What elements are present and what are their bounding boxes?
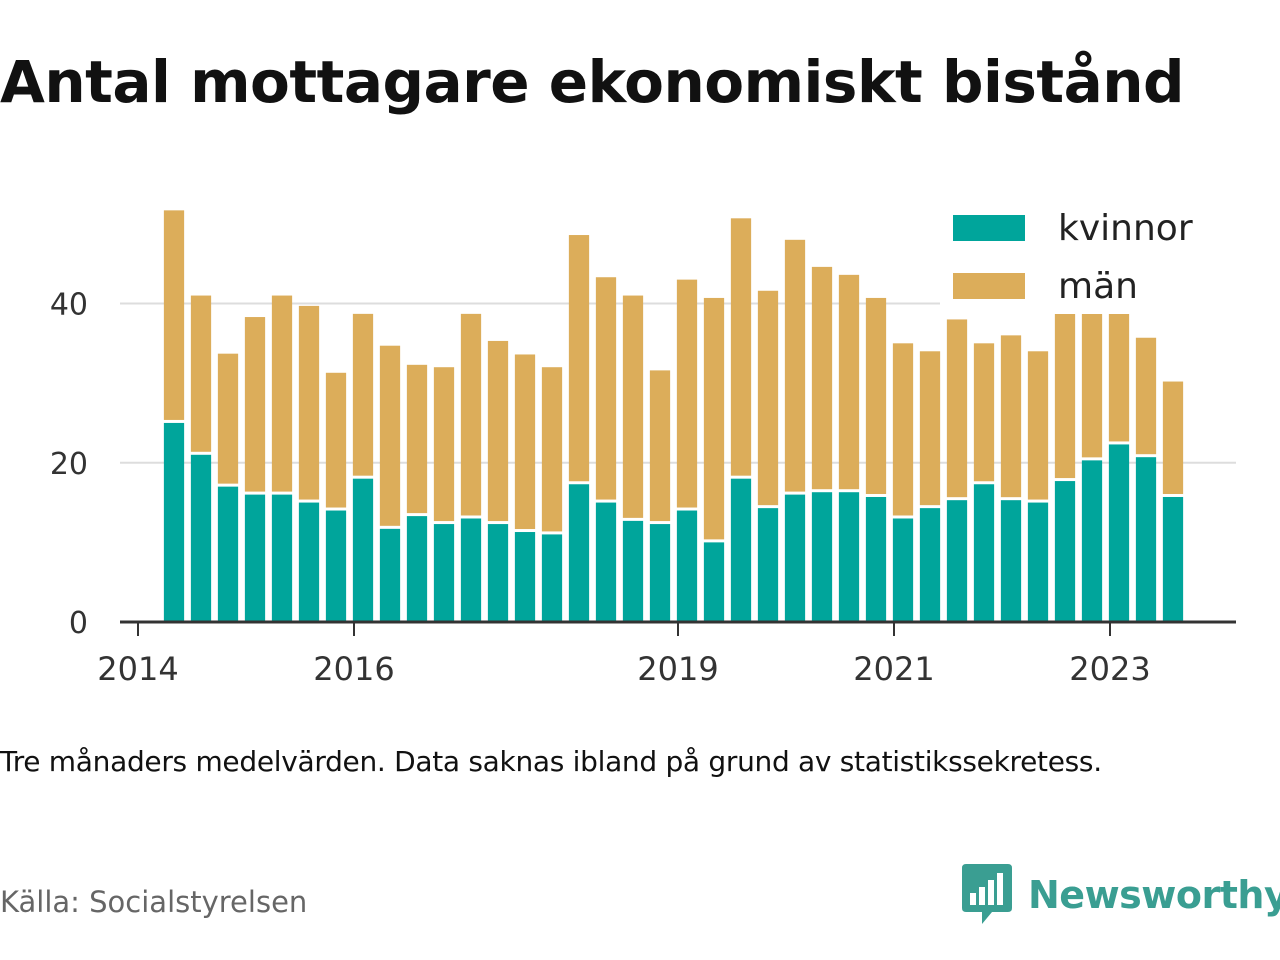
bar-kvinnor xyxy=(487,524,509,622)
bar-kvinnor xyxy=(325,510,347,622)
bar-man xyxy=(190,295,212,452)
y-tick-label: 20 xyxy=(50,447,88,482)
bar-man xyxy=(730,218,752,476)
bar-man xyxy=(1081,306,1103,458)
bar-man xyxy=(568,235,590,482)
bar-kvinnor xyxy=(1162,496,1184,622)
bar-kvinnor xyxy=(433,524,455,622)
bar-kvinnor xyxy=(595,502,617,622)
bar-kvinnor xyxy=(1027,502,1049,622)
stacked-bar-chart: 0 20 40 2014 2016 2019 2021 2023 kvinnor män xyxy=(49,202,1240,688)
bar-man xyxy=(1000,335,1022,498)
bar-man xyxy=(298,305,320,500)
bar-kvinnor xyxy=(514,532,536,622)
bar-man xyxy=(595,277,617,500)
bar-man xyxy=(217,353,239,484)
bar-kvinnor xyxy=(838,492,860,622)
bar-kvinnor xyxy=(244,494,266,622)
bar-man xyxy=(1108,309,1130,442)
bar-kvinnor xyxy=(811,492,833,622)
bar-man xyxy=(163,210,185,420)
legend-swatch-kvinnor xyxy=(953,215,1025,241)
bar-man xyxy=(784,239,806,492)
x-tick-label: 2019 xyxy=(637,650,718,688)
newsworthy-bar-chart-icon xyxy=(962,864,1012,924)
bar-man xyxy=(433,367,455,522)
legend-label-man: män xyxy=(1058,266,1138,307)
y-tick-label: 0 xyxy=(69,606,88,641)
bar-kvinnor xyxy=(217,486,239,622)
bar-man xyxy=(1027,351,1049,500)
bar-kvinnor xyxy=(298,502,320,622)
chart-note: Tre månaders medelvärden. Data saknas ib… xyxy=(0,745,1102,778)
bar-kvinnor xyxy=(892,518,914,622)
bar-man xyxy=(325,372,347,508)
bar-kvinnor xyxy=(649,524,671,622)
legend-label-kvinnor: kvinnor xyxy=(1058,208,1193,249)
bar-man xyxy=(649,370,671,522)
source-text: Källa: Socialstyrelsen xyxy=(0,885,308,919)
bar-kvinnor xyxy=(730,478,752,622)
bar-kvinnor xyxy=(973,484,995,622)
bar-man xyxy=(703,297,725,540)
y-tick-label: 40 xyxy=(50,288,88,323)
legend: kvinnor män xyxy=(940,202,1240,314)
bar-kvinnor xyxy=(271,494,293,622)
x-tick-label: 2023 xyxy=(1069,650,1150,688)
bar-kvinnor xyxy=(568,484,590,622)
bar-man xyxy=(487,340,509,522)
bar-kvinnor xyxy=(757,508,779,622)
bar-kvinnor xyxy=(703,542,725,622)
bar-kvinnor xyxy=(1000,500,1022,622)
bar-man xyxy=(514,354,536,530)
bar-kvinnor xyxy=(622,520,644,622)
bar-man xyxy=(838,274,860,490)
bar-kvinnor xyxy=(190,454,212,622)
bar-man xyxy=(406,364,428,514)
bar-man xyxy=(379,345,401,526)
bar-kvinnor xyxy=(406,516,428,622)
bar-man xyxy=(946,319,968,498)
bar-kvinnor xyxy=(919,508,941,622)
bar-man xyxy=(919,351,941,506)
bar-kvinnor xyxy=(352,478,374,622)
bar-kvinnor xyxy=(163,422,185,622)
bar-man xyxy=(892,343,914,516)
bar-kvinnor xyxy=(460,518,482,622)
bar-kvinnor xyxy=(1054,481,1076,622)
bar-man xyxy=(271,295,293,492)
bar-man xyxy=(244,317,266,492)
bar-man xyxy=(1054,308,1076,479)
x-tick-label: 2016 xyxy=(313,650,394,688)
bar-man xyxy=(757,290,779,506)
bar-kvinnor xyxy=(865,496,887,622)
bar-kvinnor xyxy=(541,534,563,622)
x-tick-label: 2021 xyxy=(853,650,934,688)
bar-man xyxy=(352,313,374,476)
brand-name: Newsworthy xyxy=(1028,873,1280,917)
x-tick-label: 2014 xyxy=(97,650,178,688)
chart-title: Antal mottagare ekonomiskt bistånd xyxy=(0,48,1185,116)
bar-man xyxy=(1162,381,1184,494)
bar-kvinnor xyxy=(1081,460,1103,622)
bar-man xyxy=(622,295,644,518)
bar-kvinnor xyxy=(1108,444,1130,622)
bar-kvinnor xyxy=(1135,457,1157,622)
bar-man xyxy=(811,266,833,490)
bar-kvinnor xyxy=(784,494,806,622)
bar-kvinnor xyxy=(676,510,698,622)
bar-man xyxy=(1135,337,1157,455)
bar-man xyxy=(676,279,698,508)
bar-kvinnor xyxy=(379,528,401,622)
bars xyxy=(163,210,1184,622)
axes: 0 20 40 2014 2016 2019 2021 2023 xyxy=(50,288,1236,688)
bar-man xyxy=(460,313,482,516)
brand-logo[interactable]: Newsworthy xyxy=(962,862,1280,928)
bar-man xyxy=(865,297,887,494)
bar-man xyxy=(541,367,563,532)
bar-man xyxy=(973,343,995,482)
bar-kvinnor xyxy=(946,500,968,622)
legend-swatch-man xyxy=(953,273,1025,299)
